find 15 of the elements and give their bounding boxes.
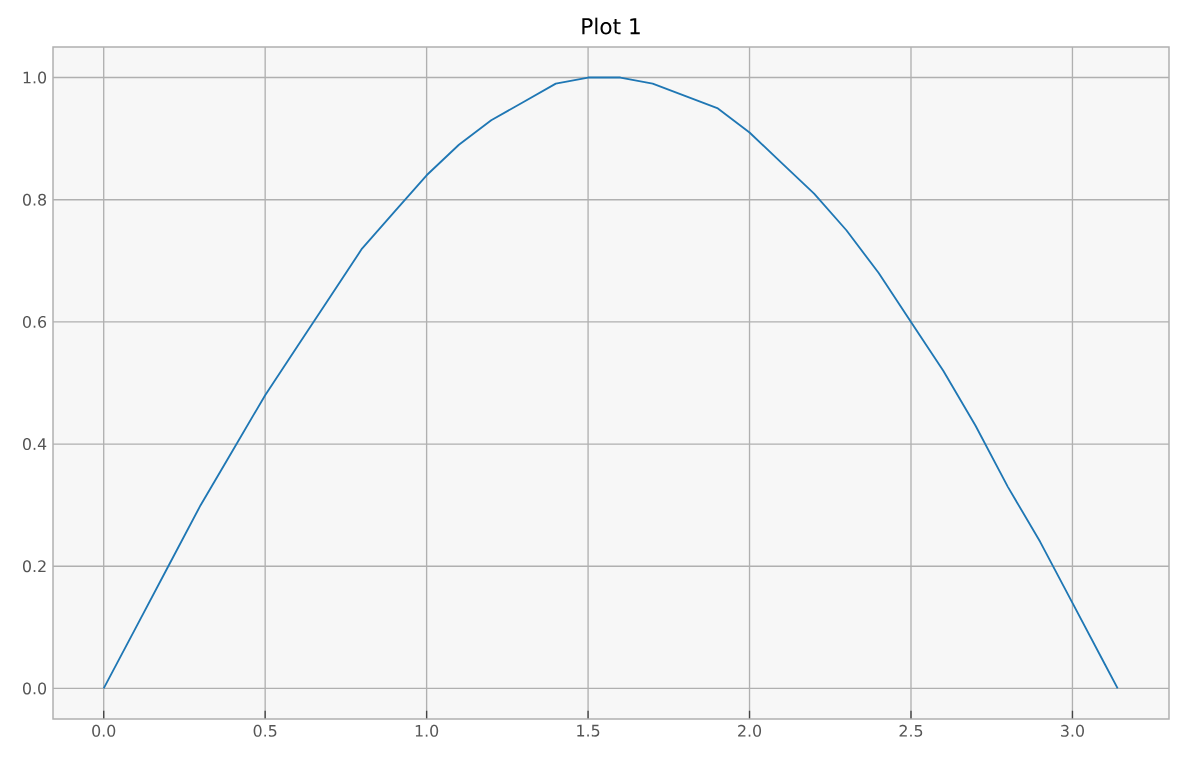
x-tick-label: 1.0 <box>415 724 439 737</box>
y-tick-label: 1.0 <box>23 71 47 84</box>
y-tick-label: 0.6 <box>22 315 47 328</box>
y-tick-label: 0.8 <box>22 193 47 206</box>
chart-title: Plot 1 <box>582 17 640 35</box>
y-tick-label: 0.0 <box>22 682 47 695</box>
x-tick-label: 1.5 <box>577 724 600 737</box>
x-tick-label: 0.5 <box>253 724 277 737</box>
line-series <box>102 76 1119 690</box>
x-tick-label: 3.0 <box>1061 724 1084 737</box>
y-tick-label: 0.2 <box>22 560 46 573</box>
x-tick-label: 0.0 <box>92 724 116 737</box>
x-tick-label: 2.5 <box>899 724 923 737</box>
y-tick-label: 0.4 <box>22 438 47 451</box>
x-tick-label: 2.0 <box>738 724 762 737</box>
